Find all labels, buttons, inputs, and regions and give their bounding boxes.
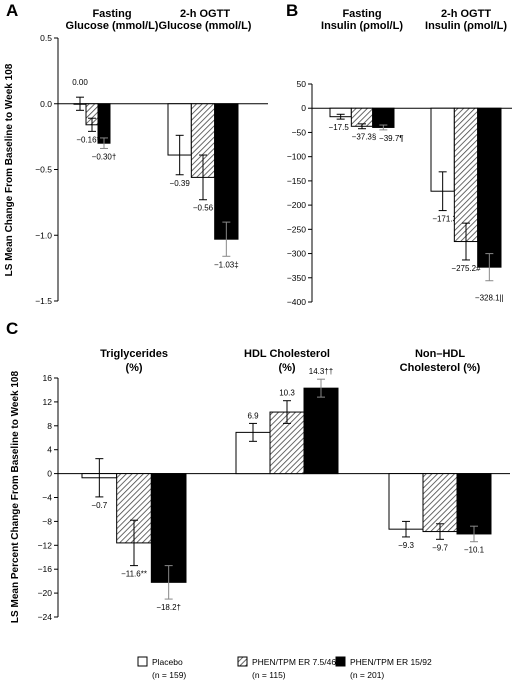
panel-a-data-label: −0.30† — [92, 152, 117, 161]
panel-c-group-header: Non–HDL — [415, 348, 465, 360]
panel-a-group-header: Glucose (mmol/L) — [159, 20, 252, 32]
panel-c-data-label: −11.6** — [121, 570, 147, 579]
panel-c-bar — [303, 387, 339, 475]
panel-c-y-tick-label: 4 — [47, 445, 52, 455]
panel-c-y-tick-label: −8 — [42, 516, 52, 526]
legend-n: (n = 201) — [350, 670, 384, 680]
panel-c-data-label: −18.2† — [156, 603, 181, 612]
panel-c-group-header: HDL Cholesterol — [244, 348, 330, 360]
panel-c-y-tick-label: −12 — [38, 540, 53, 550]
legend-label: PHEN/TPM ER 15/92 — [350, 657, 432, 667]
panel-a-y-tick-label: −1.5 — [35, 296, 52, 306]
panel-b-group-header: Insulin (ρmol/L) — [425, 20, 507, 32]
panel-b-bar — [453, 107, 479, 243]
panel-c-y-tick-label: −16 — [38, 564, 53, 574]
panel-b-data-label: −17.5 — [329, 123, 350, 132]
panel-b-y-tick-label: −250 — [287, 224, 306, 234]
panel-a-y-tick-label: −0.5 — [35, 165, 52, 175]
panel-c-y-tick-label: −24 — [38, 612, 53, 622]
panel-c-bar — [388, 473, 424, 530]
panel-b-letter: B — [286, 1, 298, 20]
panel-b-data-label: −275.2# — [451, 264, 481, 273]
panel-b-y-tick-label: −400 — [287, 297, 306, 307]
panel-a-data-label: −0.39 — [170, 179, 191, 188]
panel-c-group-header: Triglycerides — [100, 348, 168, 360]
panel-c-data-label: 14.3†† — [309, 367, 333, 376]
panel-a-y-label: LS Mean Change From Baseline to Week 108 — [4, 63, 15, 276]
legend-n: (n = 159) — [152, 670, 186, 680]
legend-n: (n = 115) — [252, 670, 286, 680]
panel-c-y-tick-label: 8 — [47, 421, 52, 431]
legend-swatch — [335, 656, 346, 667]
panel-c-data-label: −10.1 — [464, 546, 485, 555]
panel-b-group-header: Fasting — [342, 8, 381, 20]
panel-c-y-tick-label: −4 — [42, 493, 52, 503]
panel-b-group-header: Insulin (ρmol/L) — [321, 20, 403, 32]
panel-a-y-tick-label: 0.5 — [40, 33, 52, 43]
panel-a-data-label: −0.56 — [193, 204, 214, 213]
panel-c-y-tick-label: 0 — [47, 469, 52, 479]
panel-b-y-tick-label: −150 — [287, 176, 306, 186]
legend-label: PHEN/TPM ER 7.5/46 — [252, 657, 336, 667]
panel-a-data-label: −0.16* — [76, 135, 99, 144]
panel-c-bar — [456, 473, 492, 535]
panel-c-bar — [150, 473, 187, 583]
panel-b-y-tick-label: −50 — [292, 127, 307, 137]
panel-a-data-label: −1.03‡ — [214, 260, 239, 269]
panel-b-y-tick-label: −200 — [287, 200, 306, 210]
panel-a-group-header: Glucose (mmol/L) — [66, 20, 159, 32]
panel-a-data-label: 0.00 — [72, 78, 88, 87]
panel-c-y-tick-label: −20 — [38, 588, 53, 598]
panel-b-data-label: −39.7¶ — [379, 134, 404, 143]
panel-b-y-tick-label: −350 — [287, 273, 306, 283]
panel-b-y-tick-label: −100 — [287, 152, 306, 162]
panel-c-data-label: −9.3 — [398, 541, 414, 550]
panel-a-y-tick-label: 0.0 — [40, 99, 52, 109]
panel-c-data-label: 6.9 — [247, 411, 259, 420]
panel-b-data-label: −37.3§ — [352, 133, 377, 142]
panel-b-data-label: −171.3 — [432, 215, 457, 224]
panel-c-data-label: −9.7 — [432, 543, 448, 552]
panel-c-group-header: Cholesterol (%) — [400, 362, 481, 374]
panel-a-group-header: Fasting — [92, 8, 131, 20]
panel-b-y-tick-label: −300 — [287, 249, 306, 259]
panel-a-bar — [97, 103, 111, 144]
panel-b-y-tick-label: 0 — [301, 103, 306, 113]
panel-b-y-tick-label: 50 — [297, 79, 307, 89]
panel-c-data-label: 10.3 — [279, 389, 295, 398]
panel-b-bar — [477, 107, 502, 268]
panel-a-y-tick-label: −1.0 — [35, 230, 52, 240]
panel-c-y-label: LS Mean Percent Change From Baseline to … — [10, 371, 21, 624]
panel-a-group-header: 2-h OGTT — [180, 8, 230, 20]
panel-c-group-header: (%) — [125, 362, 142, 374]
panel-c-letter: C — [6, 319, 18, 338]
panel-c-group-header: (%) — [278, 362, 295, 374]
panel-c-y-tick-label: 16 — [43, 373, 53, 383]
panel-c-data-label: −0.7 — [91, 501, 107, 510]
panel-b-data-label: −328.1|| — [475, 294, 504, 303]
panel-a-letter: A — [6, 1, 18, 20]
legend-label: Placebo — [152, 657, 183, 667]
panel-c-bar — [422, 473, 458, 533]
panel-c-y-tick-label: 12 — [43, 397, 53, 407]
legend-swatch — [237, 656, 248, 667]
panel-b-group-header: 2-h OGTT — [441, 8, 491, 20]
panel-a-bar — [214, 103, 239, 240]
legend-swatch — [137, 656, 148, 667]
